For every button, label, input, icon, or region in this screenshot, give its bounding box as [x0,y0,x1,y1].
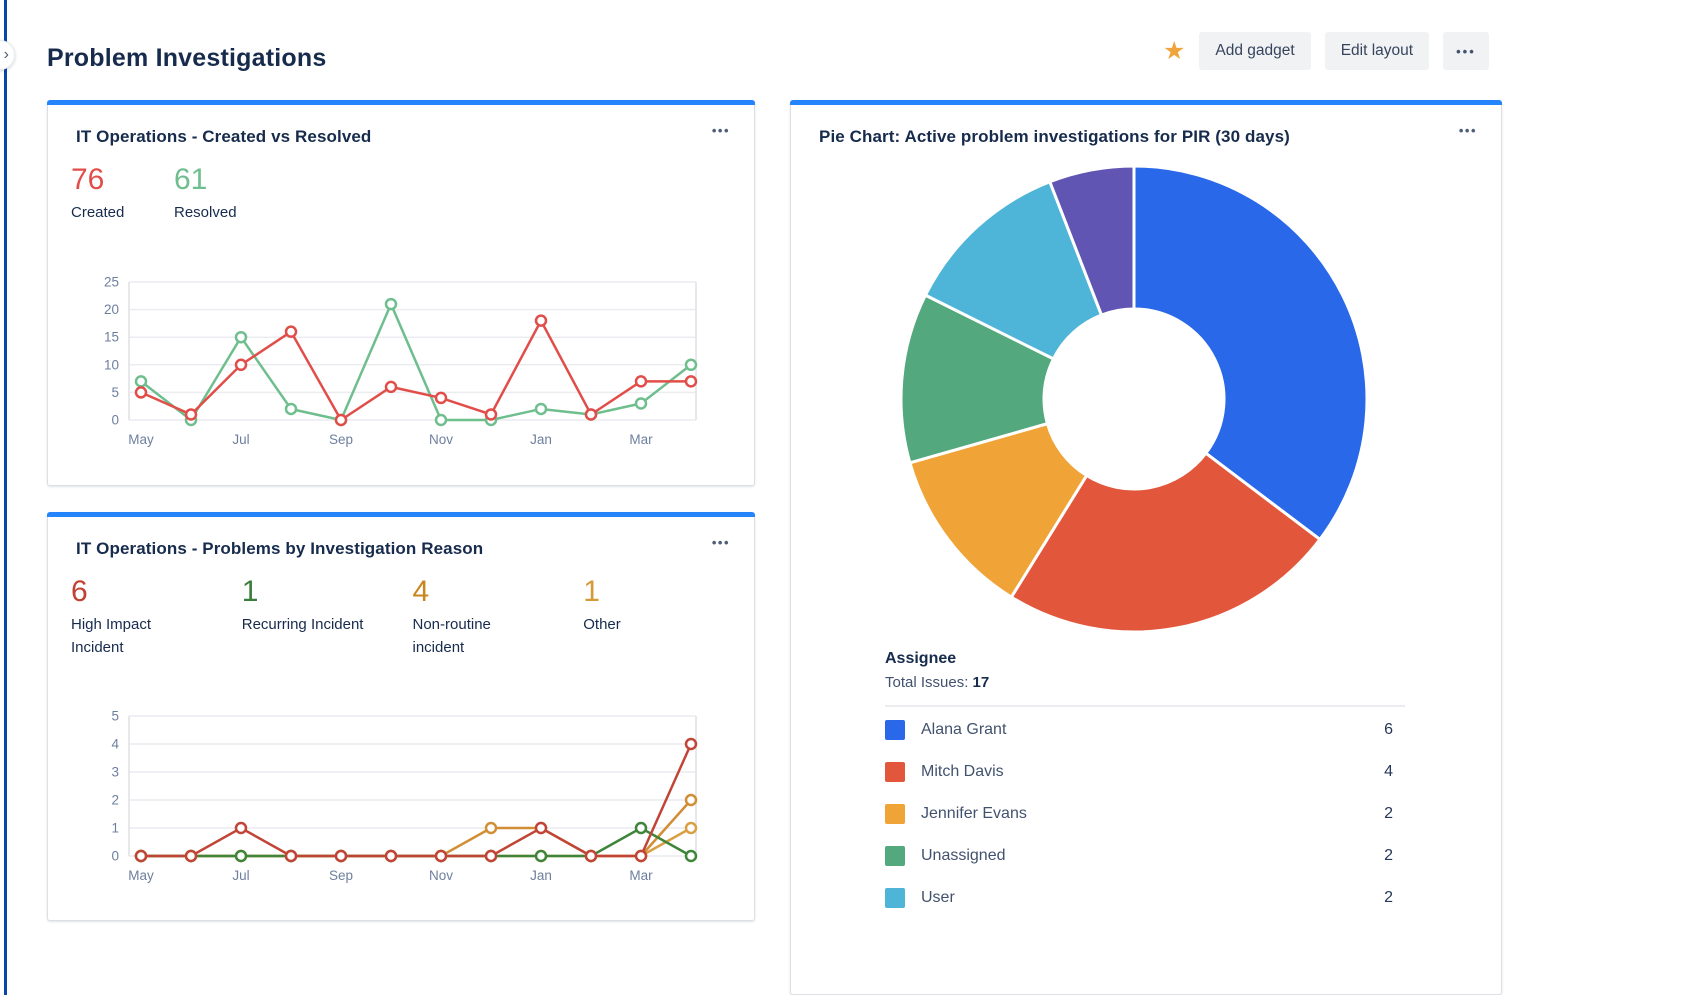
stat-recurring: 1 Recurring Incident [242,575,413,659]
legend-value: 6 [1384,721,1393,738]
stats-row: 76 Created 61 Resolved [48,147,754,225]
legend-swatch [885,720,905,740]
legend-swatch [885,762,905,782]
chevron-right-icon: › [3,46,9,63]
stat-resolved: 61 Resolved [174,163,277,225]
svg-text:4: 4 [111,737,119,752]
stat-label: Non-routine incident [412,616,491,656]
svg-text:2: 2 [111,793,119,808]
legend-row: Unassigned 2 [885,835,1405,877]
stat-label: Resolved [174,204,237,221]
legend: Alana Grant 6 Mitch Davis 4 Jennifer Eva… [885,709,1405,919]
stat-value: 6 [71,575,88,608]
svg-text:Jul: Jul [232,868,249,883]
svg-text:Jan: Jan [530,868,552,883]
legend-row: Alana Grant 6 [885,709,1405,751]
stats-row: 6 High Impact Incident 1 Recurring Incid… [48,559,754,659]
legend-swatch [885,846,905,866]
stat-value: 61 [174,163,208,196]
svg-text:Jan: Jan [530,432,552,447]
svg-text:20: 20 [104,302,119,317]
sidebar-rail [4,0,7,995]
assignee-donut-chart [899,164,1369,634]
stat-high-impact: 6 High Impact Incident [71,575,242,659]
favorite-star-icon[interactable]: ★ [1163,37,1186,65]
svg-text:Mar: Mar [629,432,653,447]
stat-label: Recurring Incident [241,616,364,633]
legend-label: Mitch Davis [921,763,1004,780]
legend-value: 4 [1384,763,1393,780]
svg-text:Sep: Sep [329,868,353,883]
gadget-menu-button[interactable]: ••• [711,535,730,550]
legend-label: Unassigned [921,847,1006,864]
gadget-title: IT Operations - Created vs Resolved [76,127,372,146]
gadget-pie-chart: Pie Chart: Active problem investigations… [790,100,1502,995]
svg-text:Jul: Jul [232,432,249,447]
add-gadget-button[interactable]: Add gadget [1199,32,1311,70]
svg-text:5: 5 [111,385,119,400]
legend-label: Jennifer Evans [921,805,1027,822]
legend-header: Assignee Total Issues: 17 [885,650,989,691]
gadget-title: Pie Chart: Active problem investigations… [819,127,1290,146]
stat-non-routine: 4 Non-routine incident [413,575,584,659]
svg-text:15: 15 [104,330,119,345]
stat-value: 1 [583,575,600,608]
svg-text:0: 0 [111,413,119,428]
total-issues-value: 17 [972,674,990,691]
stat-created: 76 Created [71,163,174,225]
legend-label: User [921,889,955,906]
page-title: Problem Investigations [47,44,327,72]
svg-text:Sep: Sep [329,432,353,447]
created-vs-resolved-line-chart: 0 5 10 15 20 25 May Jul Sep Nov Jan Mar [104,275,698,447]
stat-other: 1 Other [583,575,754,659]
svg-text:Mar: Mar [629,868,653,883]
total-issues: Total Issues: 17 [885,674,989,691]
legend-divider [885,705,1405,707]
svg-text:May: May [128,432,154,447]
svg-text:5: 5 [111,709,119,724]
sidebar-expand-button[interactable]: › [0,40,15,70]
gadget-menu-button[interactable]: ••• [1458,123,1477,138]
legend-row: Mitch Davis 4 [885,751,1405,793]
dashboard-actions: ★ Add gadget Edit layout ••• [1163,32,1489,70]
svg-text:3: 3 [111,765,119,780]
total-issues-label: Total Issues: [885,674,969,691]
edit-layout-button[interactable]: Edit layout [1324,32,1430,70]
gadget-menu-button[interactable]: ••• [711,123,730,138]
legend-row: User 2 [885,877,1405,919]
gadget-problems-by-reason: IT Operations - Problems by Investigatio… [47,512,755,921]
svg-text:Nov: Nov [429,868,453,883]
legend-value: 2 [1384,889,1393,906]
problems-by-reason-line-chart: 0 1 2 3 4 5 May Jul Sep Nov Jan Mar [111,709,698,883]
legend-row: Jennifer Evans 2 [885,793,1405,835]
svg-text:Nov: Nov [429,432,453,447]
legend-swatch [885,888,905,908]
more-icon: ••• [1456,43,1476,59]
gadget-created-vs-resolved: IT Operations - Created vs Resolved ••• … [47,100,755,486]
dashboard-more-button[interactable]: ••• [1443,32,1489,70]
legend-label: Alana Grant [921,721,1007,738]
legend-value: 2 [1384,847,1393,864]
svg-text:0: 0 [111,849,119,864]
stat-value: 1 [241,575,259,608]
legend-value: 2 [1384,805,1393,822]
svg-text:25: 25 [104,275,119,290]
stat-label: Other [583,616,621,633]
stat-label: Created [71,204,125,221]
donut-chart-wrap [836,156,1436,706]
svg-text:May: May [128,868,154,883]
legend-swatch [885,804,905,824]
gadget-title: IT Operations - Problems by Investigatio… [76,539,484,558]
svg-text:1: 1 [111,821,119,836]
stat-value: 4 [412,575,430,608]
stat-value: 76 [71,163,105,196]
svg-text:10: 10 [104,357,119,372]
stat-label: High Impact Incident [71,616,152,656]
legend-group-label: Assignee [885,650,957,667]
